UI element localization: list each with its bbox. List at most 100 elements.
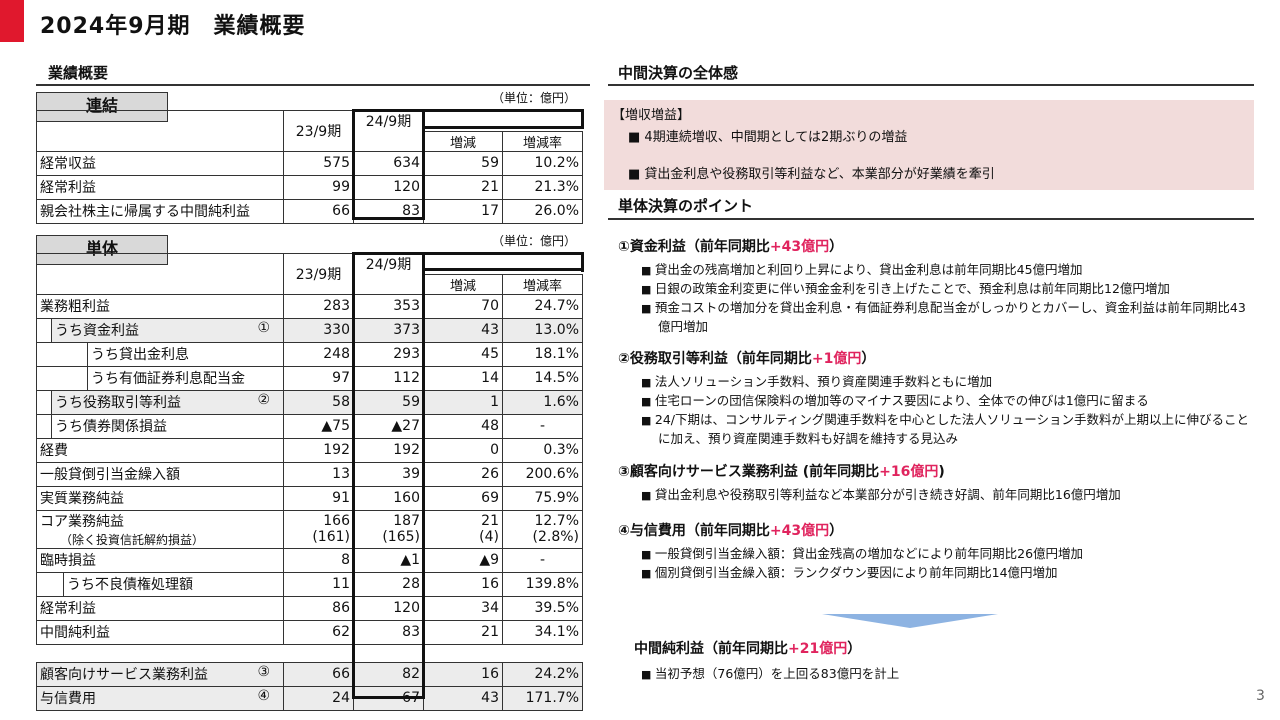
value-cell: 1 (423, 389, 503, 415)
value-cell: 171.7% (502, 685, 583, 711)
table-row: 経費 192 192 0 0.3% (36, 437, 583, 463)
value-cell: 330 (283, 317, 354, 343)
table-row: 与信費用 ④ 24 67 43 171.7% (36, 685, 583, 711)
row-label: 与信費用 (40, 691, 96, 707)
table-row: 経常収益 575 634 59 10.2% (36, 150, 583, 176)
row-label: 経常収益 (40, 156, 96, 172)
value-cell: 26 (423, 461, 503, 487)
row-label: 経常利益 (40, 180, 96, 196)
col-header: 増減 (423, 130, 503, 152)
value-cell: 86 (283, 595, 354, 621)
value-cell: 24.2% (502, 661, 583, 687)
unit-label: （単位：億円） (492, 234, 577, 248)
down-arrow-icon (822, 614, 998, 628)
accent-bar (0, 0, 24, 42)
row-label: うち有価証券利息配当金 (91, 371, 245, 387)
row-label: 臨時損益 (40, 553, 96, 569)
point-bullet: 貸出金利息や役務取引等利益など本業部分が引き続き好調、前年同期比16億円増加 (618, 486, 1258, 505)
value-cell: ▲9 (423, 547, 503, 573)
value-cell: 59 (353, 389, 424, 415)
value-cell: 18.1% (502, 341, 583, 367)
point-bullet: 預金コストの増加分を貸出金利息・有価証券利息配当金がしっかりとカバーし、資金利益… (618, 299, 1258, 336)
value-cell: 26.0% (502, 198, 583, 224)
value-cell: 373 (353, 317, 424, 343)
value-cell: 82 (353, 661, 424, 687)
point-bullet: 法人ソリューション手数料、預り資産関連手数料ともに増加 (618, 373, 1258, 392)
value-cell: 192 (283, 437, 354, 463)
row-label: うち債券関係損益 (55, 419, 167, 435)
value-cell: 160 (353, 485, 424, 511)
value-cell: 43 (423, 685, 503, 711)
value-cell: 11 (283, 571, 354, 597)
value-cell: 0 (423, 437, 503, 463)
overview-box: 【増収増益】 ■ 4期連続増収、中間期としては2期ぶりの増益 ■ 貸出金利息や役… (604, 100, 1254, 190)
point-bullet: 個別貸倒引当金繰入額：ランクダウン要因により前年同期比14億円増加 (618, 564, 1258, 583)
value-cell: 166 (161) (283, 509, 354, 549)
value-cell: 8 (283, 547, 354, 573)
value-cell: 48 (423, 413, 503, 439)
value-cell: - (502, 547, 583, 573)
value-cell: 16 (423, 571, 503, 597)
ref-mark: ① (257, 320, 270, 336)
col-header: 増減率 (502, 130, 583, 152)
col-header: 増減率 (502, 273, 583, 295)
value-cell: 59 (423, 150, 503, 176)
row-label: 業務粗利益 (40, 299, 110, 315)
value-cell: 97 (283, 365, 354, 391)
divider (608, 84, 1254, 86)
table-row: うち有価証券利息配当金 97 112 14 14.5% (36, 365, 583, 391)
row-label: コア業務純益 (40, 513, 124, 530)
point-section: ②役務取引等利益（前年同期比+1億円） 法人ソリューション手数料、預り資産関連手… (618, 348, 1258, 448)
ref-mark: ③ (257, 664, 270, 680)
row-label: うち貸出金利息 (91, 347, 189, 363)
row-label: うち役務取引等利益 (55, 395, 181, 411)
value-cell: 45 (423, 341, 503, 367)
row-label: 顧客向けサービス業務利益 (40, 667, 208, 683)
value-cell: 66 (283, 661, 354, 687)
table-row: 顧客向けサービス業務利益 ③ 66 82 16 24.2% (36, 661, 583, 687)
point-title: ②役務取引等利益（前年同期比+1億円） (618, 351, 876, 367)
value-cell: 99 (283, 174, 354, 200)
row-label: うち不良債権処理額 (67, 577, 193, 593)
label-header (36, 110, 284, 152)
table-row: 経常利益 99 120 21 21.3% (36, 174, 583, 200)
col-header: 増減 (423, 273, 503, 295)
conclusion-title: 中間純利益（前年同期比+21億円） (634, 641, 862, 657)
consolidated-table: 23/9期 24/9期 増減 増減率 経常収益 575 634 59 10.2% 経常利益 99… (36, 110, 583, 224)
conclusion-bullet: 当初予想（76億円）を上回る83億円を計上 (618, 665, 1238, 684)
value-cell: 70 (423, 293, 503, 319)
unit-label: （単位：億円） (492, 91, 577, 105)
col-header: 23/9期 (283, 253, 354, 295)
value-cell: 10.2% (502, 150, 583, 176)
value-cell: 14.5% (502, 365, 583, 391)
point-bullet: 24/下期は、コンサルティング関連手数料を中心とした法人ソリューション手数料が上… (618, 411, 1258, 448)
ref-mark: ② (257, 392, 270, 408)
value-cell: 91 (283, 485, 354, 511)
value-cell: 16 (423, 661, 503, 687)
value-cell: 66 (283, 198, 354, 224)
value-cell: 69 (423, 485, 503, 511)
value-cell: 187 (165) (353, 509, 424, 549)
bullet-text: 4期連続増収、中間期としては2期ぶりの増益 (644, 130, 908, 145)
value-cell: 62 (283, 619, 354, 645)
row-label: うち資金利益 (55, 323, 139, 339)
value-cell: 17 (423, 198, 503, 224)
value-cell: 13.0% (502, 317, 583, 343)
value-cell: 21 (4) (423, 509, 503, 549)
point-title: ④与信費用（前年同期比+43億円） (618, 523, 844, 539)
value-cell: 1.6% (502, 389, 583, 415)
col-header: 23/9期 (283, 110, 354, 152)
point-section: ①資金利益（前年同期比+43億円） 貸出金の残高増加と利回り上昇により、貸出金利… (618, 236, 1258, 336)
overview-tag: 【増収増益】 (612, 108, 691, 123)
overview-bullet: ■ 貸出金利息や役務取引等利益など、本業部分が好業績を牽引 (628, 167, 995, 182)
point-section: ③顧客向けサービス業務利益 (前年同期比+16億円) 貸出金利息や役務取引等利益… (618, 461, 1258, 505)
value-cell: 112 (353, 365, 424, 391)
standalone-table: 23/9期 24/9期 増減 増減率 業務粗利益 283 353 70 24.7% うち資金利… (36, 253, 583, 711)
value-cell: 43 (423, 317, 503, 343)
table-row: 実質業務純益 91 160 69 75.9% (36, 485, 583, 511)
overview-heading: 中間決算の全体感 (618, 64, 739, 82)
value-cell: 634 (353, 150, 424, 176)
col-header: 24/9期 (353, 110, 424, 131)
value-cell: ▲75 (283, 413, 354, 439)
ref-mark: ④ (257, 688, 270, 704)
